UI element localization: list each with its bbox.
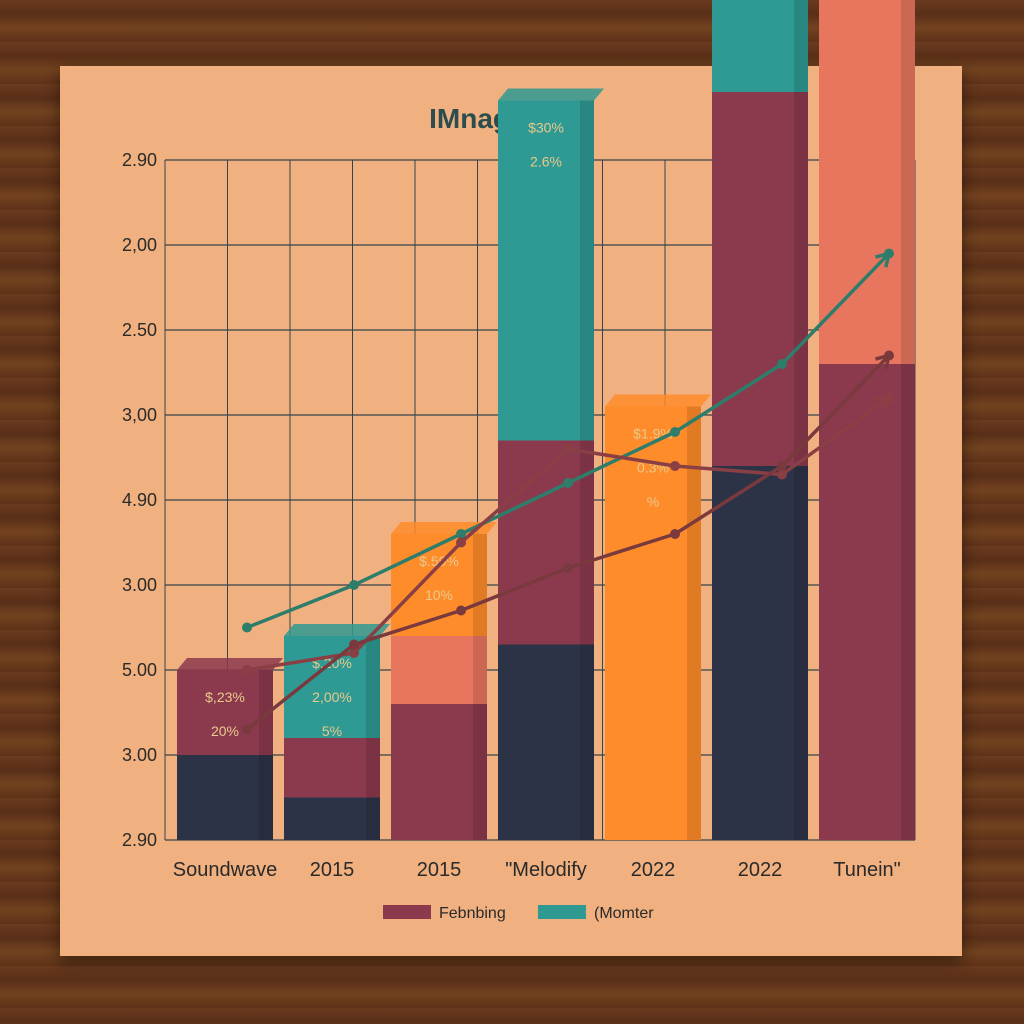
bar-segment-shade	[473, 636, 487, 704]
bar-data-label: %	[647, 494, 659, 510]
x-tick-label: "Melodify	[505, 859, 587, 881]
bar-segment	[498, 644, 594, 840]
bar-segment	[391, 534, 487, 636]
bar-segment-shade	[580, 644, 594, 840]
trend-point	[349, 580, 359, 590]
bar-segment-shade	[794, 92, 808, 466]
y-tick-label: 2.90	[122, 830, 157, 850]
y-tick-label: 4.90	[122, 490, 157, 510]
y-tick-label: 3,00	[122, 405, 157, 425]
trend-point	[563, 563, 573, 573]
trend-point	[456, 529, 466, 539]
trend-point	[456, 605, 466, 616]
bar-data-label: $1.9%	[633, 426, 673, 442]
bar-segment	[819, 364, 915, 840]
bar-data-label: 5%	[322, 723, 342, 739]
bar-segment	[712, 466, 808, 840]
bar-segment	[712, 0, 808, 92]
bar-segment	[391, 704, 487, 840]
trend-arrowhead	[875, 251, 891, 268]
bar-segment-shade	[366, 636, 380, 738]
trend-point	[456, 537, 466, 548]
bar-segment-shade	[473, 534, 487, 636]
bar-segment-shade	[580, 440, 594, 645]
trend-point	[242, 724, 252, 735]
bar-segment	[177, 755, 273, 840]
y-tick-label: 5.00	[122, 660, 157, 680]
trend-point	[349, 639, 359, 650]
trend-point	[242, 622, 252, 633]
trend-lines	[242, 248, 894, 735]
x-tick-label: Soundwave	[173, 859, 278, 881]
bar-data-label: 10%	[425, 587, 453, 603]
x-axis-ticks: Soundwave 2015 2015 "Melodify 2022 2022 Tunein…	[173, 859, 901, 881]
trend-point	[242, 665, 252, 675]
bar-data-label: $30%	[528, 120, 564, 136]
bar-segment-shade	[794, 0, 808, 92]
trend-point	[777, 359, 787, 369]
bars: $,23%20%$,20%2,00%5%$.59%10%$30%2.6%$1.9…	[177, 0, 915, 840]
trend-point	[670, 427, 680, 437]
x-tick-label: 2015	[310, 859, 355, 881]
bar-segment-shade	[259, 755, 273, 840]
trend-point	[563, 444, 573, 454]
legend-label: (Momter	[594, 905, 654, 922]
trend-point	[670, 461, 680, 471]
bar-segment-shade	[473, 704, 487, 840]
bar-segment-shade	[580, 100, 594, 441]
x-tick-label: 2015	[417, 859, 462, 881]
bar-segment-shade	[794, 466, 808, 840]
y-tick-label: 3.00	[122, 575, 157, 595]
legend-swatch	[383, 905, 431, 919]
bar-segment	[177, 670, 273, 755]
trend-point	[670, 529, 680, 539]
trend-point	[777, 461, 787, 471]
legend-label: Febnbing	[439, 905, 506, 922]
bar-segment-shade	[901, 364, 915, 840]
bar-top-cap	[605, 394, 711, 407]
bar-segment	[819, 0, 915, 364]
bar-segment	[498, 100, 594, 441]
trend-point	[563, 478, 573, 488]
legend: Febnbing (Momter	[383, 905, 654, 922]
bar-top-cap	[498, 88, 604, 101]
bar-segment	[391, 636, 487, 704]
x-tick-label: 2022	[738, 859, 783, 881]
bar-segment	[284, 738, 380, 798]
bar-segment-shade	[366, 797, 380, 840]
trend-arrowhead	[875, 353, 891, 370]
bar-top-cap	[284, 624, 390, 636]
bar-data-label: 2.6%	[530, 154, 562, 170]
trend-point	[349, 648, 359, 658]
y-axis-ticks: 2.90 2,00 2.50 3,00 4.90 3.00 5.00 3.00 2.90	[122, 150, 157, 850]
bar-data-label: $,23%	[205, 689, 245, 705]
bar-segment-shade	[687, 406, 701, 840]
legend-swatch	[538, 905, 586, 919]
y-tick-label: 3.00	[122, 745, 157, 765]
bar-segment	[712, 92, 808, 466]
bar-segment	[498, 440, 594, 645]
bar-data-label: 20%	[211, 723, 239, 739]
x-tick-label: 2022	[631, 859, 676, 881]
bar-segment-shade	[366, 738, 380, 798]
y-tick-label: 2.50	[122, 320, 157, 340]
bar-data-label: 2,00%	[312, 689, 352, 705]
y-tick-label: 2,00	[122, 235, 157, 255]
bar-segment-shade	[901, 0, 915, 364]
y-tick-label: 2.90	[122, 150, 157, 170]
x-tick-label: Tunein"	[833, 859, 901, 881]
trend-point	[777, 469, 787, 480]
trend-arrowhead	[874, 396, 891, 412]
bar-segment	[605, 406, 701, 840]
bar-segment	[284, 797, 380, 840]
